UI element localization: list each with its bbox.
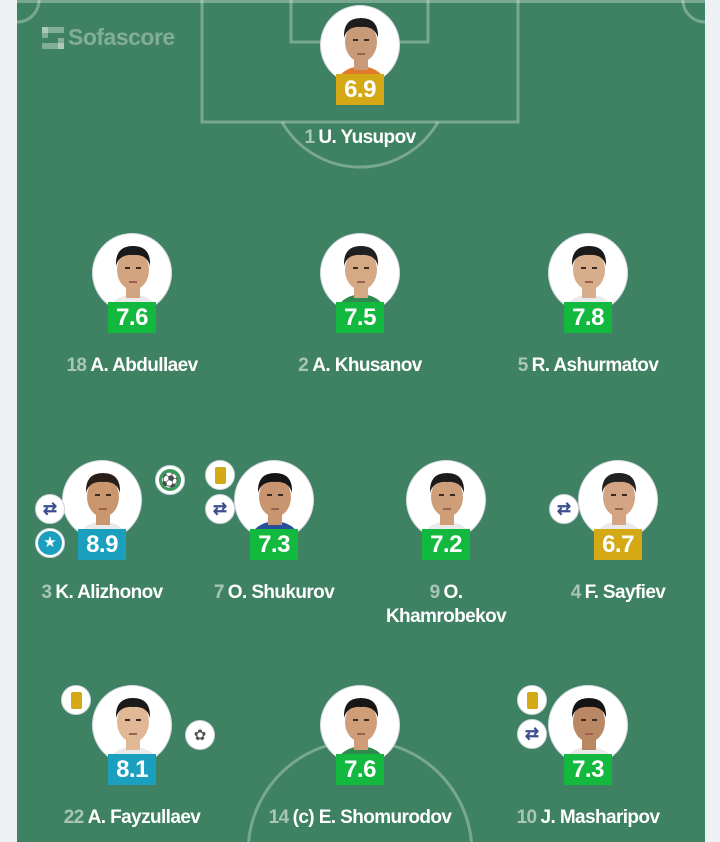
player-name-text: A. Fayzullaev (87, 807, 201, 828)
shirt-number: 22 (63, 807, 85, 828)
player-a-abdullaev[interactable]: 7.6 18 A. Abdullaev (32, 233, 232, 378)
player-rating: 8.9 (78, 529, 126, 560)
player-o-shukurov[interactable]: 7.3 ⇄ 7 O. Shukurov (174, 460, 374, 605)
player-o-khamrobekov[interactable]: 7.2 9 O. Khamrobekov (346, 460, 546, 629)
player-name: 22 A. Fayzullaev (32, 806, 232, 830)
player-rating: 6.7 (594, 529, 642, 560)
player-j-masharipov[interactable]: 7.3 ⇄ 10 J. Masharipov (488, 685, 688, 830)
player-rating: 7.3 (564, 754, 612, 785)
player-photo (62, 460, 142, 540)
player-name: 3 K. Alizhonov (2, 581, 202, 605)
player-photo (320, 5, 400, 85)
player-photo (320, 685, 400, 765)
player-name-text: A. Abdullaev (90, 355, 198, 376)
player-rating: 8.1 (108, 754, 156, 785)
shirt-number: 4 (570, 582, 582, 603)
yellow-card-icon (517, 685, 547, 715)
player-k-alizhonov[interactable]: 8.9 ⚽ ⇄ ★ 3 K. Alizhonov (2, 460, 202, 605)
player-photo (92, 685, 172, 765)
player-name: 4 F. Sayfiev (518, 581, 718, 605)
player-photo (234, 460, 314, 540)
shirt-number: 10 (516, 807, 538, 828)
player-name-text: K. Alizhonov (55, 582, 163, 603)
player-name: 14 (c) E. Shomurodov (260, 806, 460, 830)
sofascore-logo-icon (42, 26, 64, 49)
player-c-e-shomurodov[interactable]: 7.6 14 (c) E. Shomurodov (260, 685, 460, 830)
goal-icon: ⚽ (155, 465, 185, 495)
player-photo (92, 233, 172, 313)
player-name-text: (c) E. Shomurodov (292, 807, 452, 828)
shirt-number: 9 (429, 582, 441, 603)
assist-boot-icon: ✿ (185, 720, 215, 750)
player-name: 10 J. Masharipov (488, 806, 688, 830)
player-rating: 6.9 (336, 74, 384, 105)
player-name-text: O. Khamrobekov (385, 582, 507, 627)
player-rating: 7.6 (108, 302, 156, 333)
player-photo (406, 460, 486, 540)
player-name-text: A. Khusanov (312, 355, 422, 376)
player-u-yusupov[interactable]: 6.9 1 U. Yusupov (260, 5, 460, 150)
player-f-sayfiev[interactable]: 6.7 ⇄ 4 F. Sayfiev (518, 460, 718, 605)
player-photo (320, 233, 400, 313)
substitution-icon: ⇄ (205, 494, 235, 524)
player-a-fayzullaev[interactable]: 8.1 ✿ 22 A. Fayzullaev (32, 685, 232, 830)
yellow-card-icon (61, 685, 91, 715)
player-name-text: F. Sayfiev (584, 582, 666, 603)
sofascore-logo: Sofascore (42, 24, 175, 51)
player-rating: 7.2 (422, 529, 470, 560)
yellow-card-icon (205, 460, 235, 490)
substitution-icon: ⇄ (549, 494, 579, 524)
substitution-icon: ⇄ (517, 719, 547, 749)
shirt-number: 7 (213, 582, 225, 603)
player-name-text: J. Masharipov (540, 807, 661, 828)
player-name: 7 O. Shukurov (174, 581, 374, 605)
player-rating: 7.6 (336, 754, 384, 785)
player-of-the-match-star-icon: ★ (35, 528, 65, 558)
player-name-text: O. Shukurov (227, 582, 335, 603)
brand-name: Sofascore (68, 24, 175, 50)
shirt-number: 14 (268, 807, 290, 828)
player-name: 5 R. Ashurmatov (488, 354, 688, 378)
player-name-text: R. Ashurmatov (531, 355, 659, 376)
player-rating: 7.5 (336, 302, 384, 333)
player-a-khusanov[interactable]: 7.5 2 A. Khusanov (260, 233, 460, 378)
player-name: 18 A. Abdullaev (32, 354, 232, 378)
shirt-number: 5 (517, 355, 529, 376)
player-r-ashurmatov[interactable]: 7.8 5 R. Ashurmatov (488, 233, 688, 378)
player-name: 1 U. Yusupov (260, 126, 460, 150)
player-rating: 7.3 (250, 529, 298, 560)
player-photo (548, 685, 628, 765)
shirt-number: 3 (41, 582, 52, 603)
substitution-icon: ⇄ (35, 494, 65, 524)
player-rating: 7.8 (564, 302, 612, 333)
shirt-number: 18 (66, 355, 87, 376)
player-photo (578, 460, 658, 540)
player-photo (548, 233, 628, 313)
shirt-number: 1 (304, 127, 315, 148)
player-name: 2 A. Khusanov (260, 354, 460, 378)
shirt-number: 2 (298, 355, 309, 376)
player-name-text: U. Yusupov (318, 127, 416, 148)
player-name: 9 O. Khamrobekov (346, 581, 546, 629)
